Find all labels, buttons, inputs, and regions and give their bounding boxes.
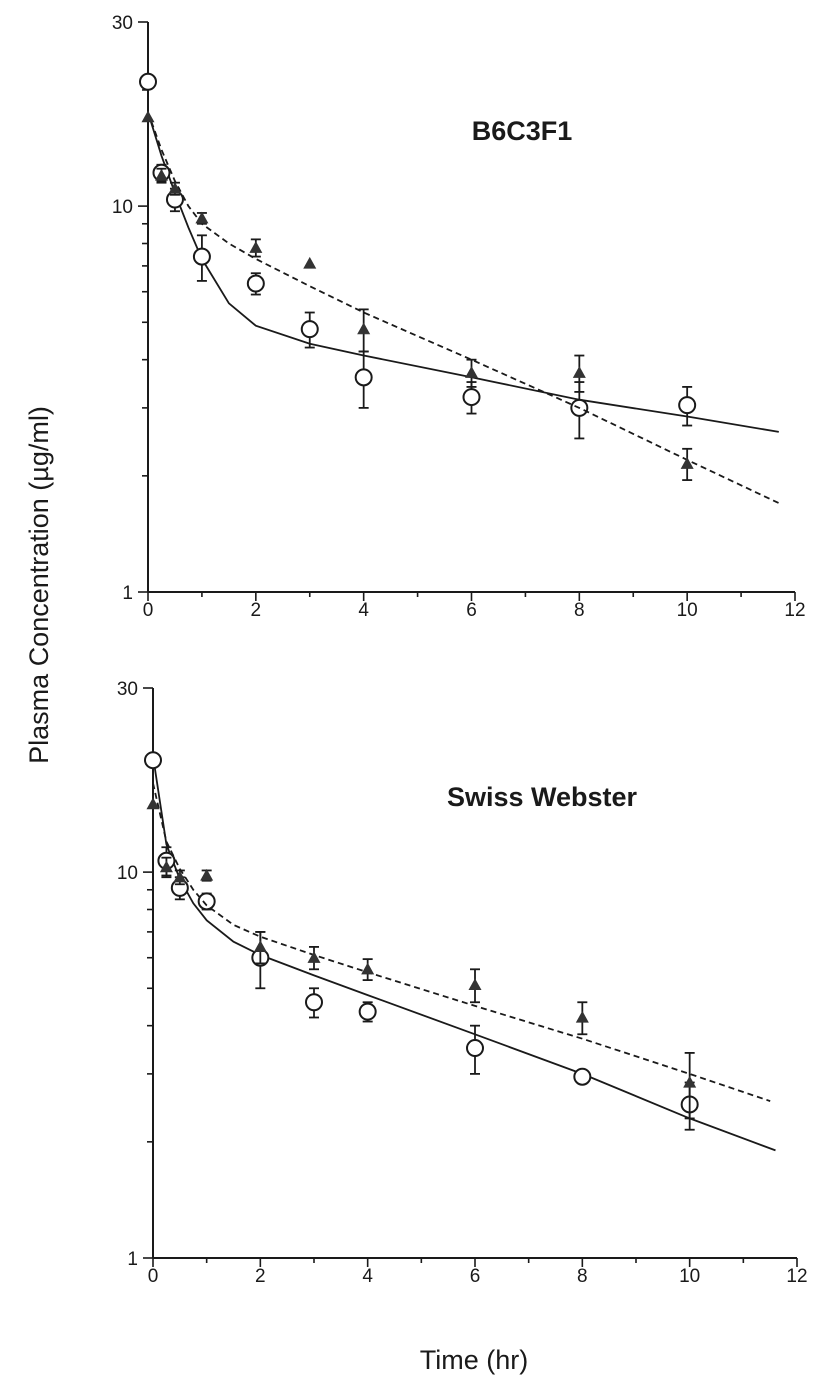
data-point-circle xyxy=(144,751,162,770)
x-tick-label: 2 xyxy=(251,600,262,621)
data-point-circle xyxy=(358,1002,377,1021)
data-point-triangle xyxy=(357,322,371,335)
panel-title-swiss-webster: Swiss Webster xyxy=(447,782,638,812)
y-tick-label: 1 xyxy=(127,1249,138,1270)
x-tick-label: 6 xyxy=(470,1266,481,1287)
data-point-triangle xyxy=(173,870,187,883)
data-point-circle xyxy=(466,1039,484,1058)
data-point-triangle xyxy=(307,951,321,963)
x-tick-label: 12 xyxy=(786,1266,807,1287)
x-tick-label: 10 xyxy=(679,1266,700,1287)
panel-title-b6c3f1: B6C3F1 xyxy=(472,116,573,146)
x-tick-label: 0 xyxy=(148,1266,159,1287)
data-point-circle xyxy=(462,388,481,407)
x-tick-label: 8 xyxy=(577,1266,588,1287)
data-point-circle xyxy=(197,892,216,911)
data-point-triangle xyxy=(168,182,182,194)
data-point-triangle xyxy=(154,168,168,181)
data-point-circle xyxy=(678,396,697,415)
data-point-triangle xyxy=(468,978,482,991)
x-tick-label: 10 xyxy=(677,600,698,621)
fit-line-dashed xyxy=(152,782,771,1102)
data-point-triangle xyxy=(159,860,173,873)
x-tick-label: 4 xyxy=(362,1266,373,1287)
y-tick-label: 10 xyxy=(117,863,138,884)
data-point-triangle xyxy=(683,1075,697,1088)
y-tick-label: 1 xyxy=(122,583,133,604)
data-point-triangle xyxy=(575,1010,589,1023)
data-point-triangle xyxy=(195,211,209,224)
data-point-circle xyxy=(573,1067,592,1086)
y-tick-label: 30 xyxy=(112,13,133,34)
fit-line-dashed xyxy=(147,111,780,504)
data-point-triangle xyxy=(572,366,586,378)
data-point-circle xyxy=(192,247,211,266)
data-point-circle xyxy=(246,274,265,293)
fit-line-solid xyxy=(147,112,779,433)
data-point-triangle xyxy=(141,110,155,123)
data-point-triangle xyxy=(680,457,694,469)
data-point-triangle xyxy=(200,868,214,881)
panel-swiss-webster: Swiss Webster 0 2 4 6 8 10 12 1 10 30 xyxy=(117,679,808,1287)
data-point-triangle xyxy=(146,797,160,810)
x-tick-label: 2 xyxy=(255,1266,266,1287)
y-tick-label: 10 xyxy=(112,197,133,218)
fit-line-solid xyxy=(152,755,776,1152)
data-point-triangle xyxy=(361,962,375,975)
y-axis-title: Plasma Concentration (µg/ml) xyxy=(24,406,54,764)
x-tick-label: 4 xyxy=(358,600,369,621)
data-point-circle xyxy=(300,320,319,339)
x-tick-label: 12 xyxy=(784,600,805,621)
x-tick-label: 8 xyxy=(574,600,585,621)
data-point-circle xyxy=(305,993,323,1012)
x-axis-title: Time (hr) xyxy=(420,1345,529,1375)
data-point-triangle xyxy=(253,940,267,953)
data-point-circle xyxy=(354,368,373,387)
x-tick-label: 6 xyxy=(466,600,477,621)
y-tick-label: 30 xyxy=(117,679,138,700)
data-point-triangle xyxy=(249,241,263,253)
data-point-circle xyxy=(139,72,157,91)
x-tick-label: 0 xyxy=(143,600,154,621)
data-point-triangle xyxy=(303,256,317,269)
data-point-triangle xyxy=(464,366,479,378)
panel-b6c3f1: B6C3F1 0 2 4 6 8 10 12 1 10 30 xyxy=(112,13,806,621)
